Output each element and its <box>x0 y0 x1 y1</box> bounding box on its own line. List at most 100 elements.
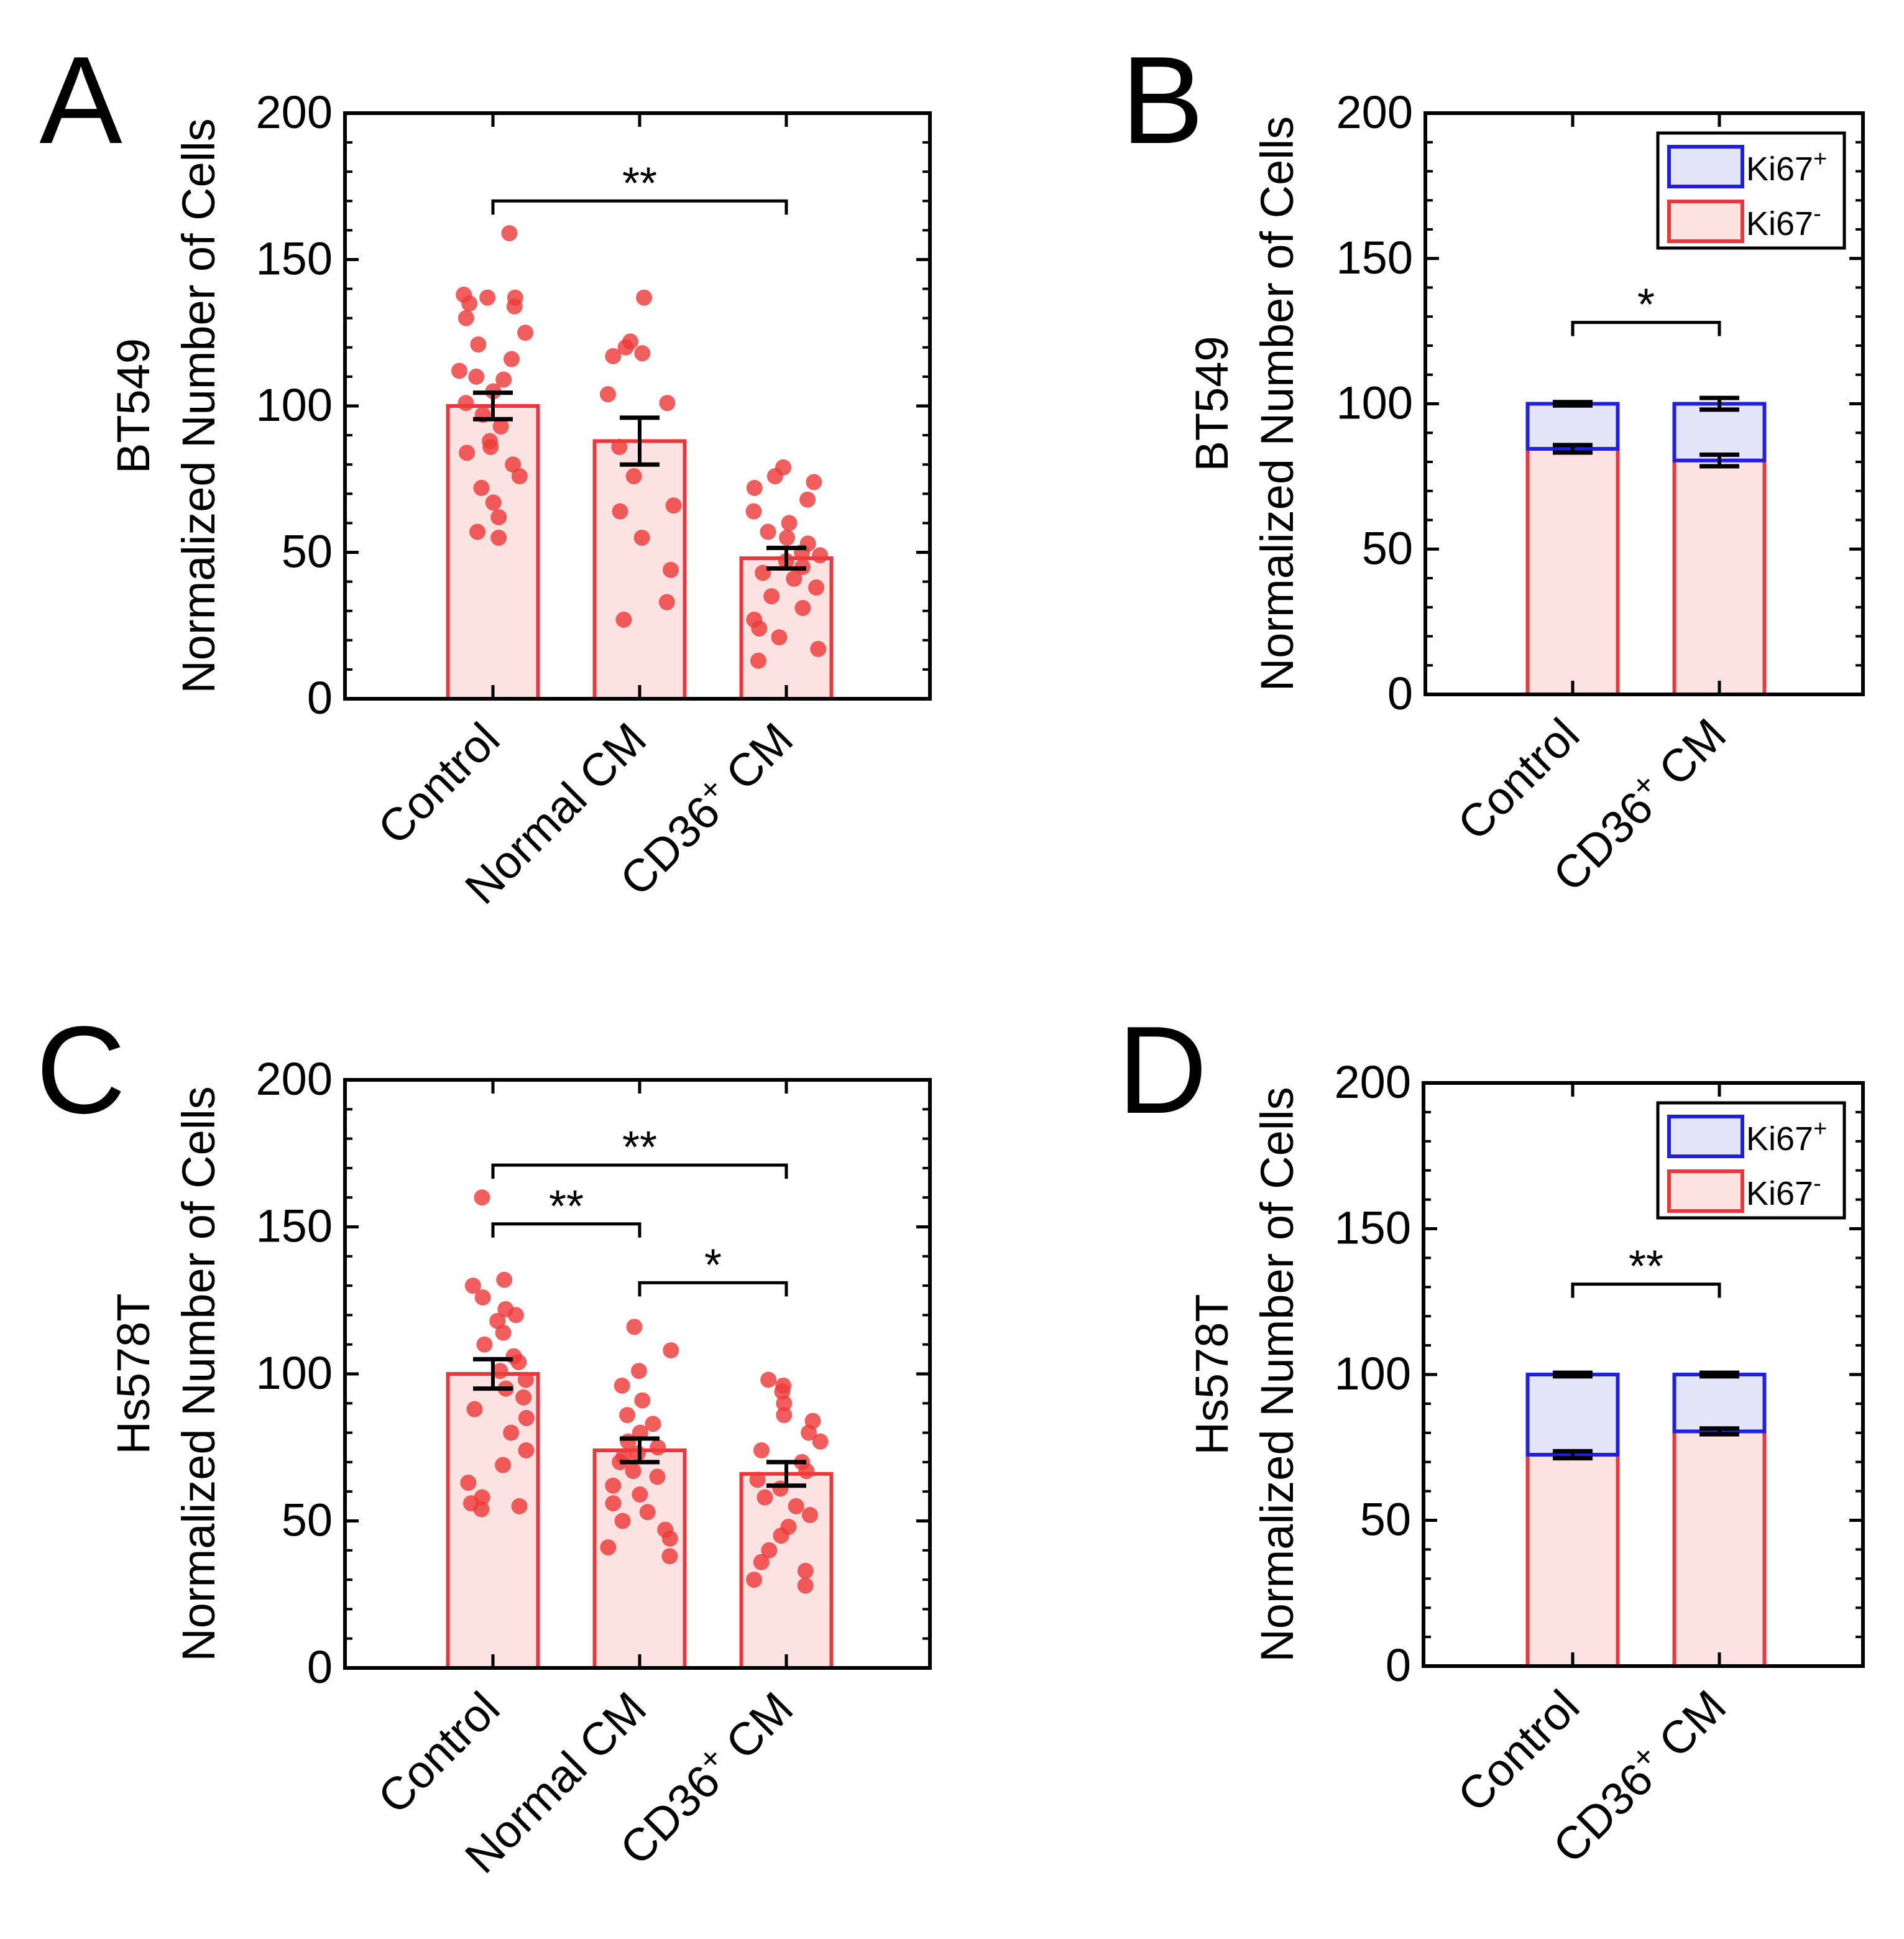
y-tick-label: 0 <box>1387 668 1413 719</box>
bar-ki67-negative <box>1525 446 1620 697</box>
data-point <box>473 479 490 496</box>
data-point <box>605 1495 622 1512</box>
y-tick-label: 150 <box>256 1200 333 1252</box>
data-point <box>518 1442 535 1458</box>
y-tick-label: 200 <box>1335 1056 1411 1108</box>
legend-swatch <box>1667 200 1744 243</box>
panel-letter: D <box>1118 1001 1207 1140</box>
x-tick-label-text: Control <box>368 713 509 854</box>
y-tick-label: 0 <box>307 672 333 724</box>
data-point <box>474 1189 490 1206</box>
panel-letter: A <box>39 31 122 170</box>
data-point <box>614 1377 630 1394</box>
y-tick-label: 200 <box>1336 86 1413 138</box>
data-point <box>806 474 822 491</box>
data-point <box>464 1278 481 1294</box>
bar-ki67-positive <box>1525 1373 1620 1457</box>
y-axis-label-cell-line: BT549 <box>108 338 159 474</box>
data-point <box>650 1439 666 1456</box>
data-point <box>749 1472 766 1488</box>
y-tick-label: 100 <box>256 1347 333 1399</box>
data-point <box>746 1572 763 1588</box>
data-point <box>810 640 827 657</box>
data-point <box>474 1289 491 1306</box>
data-point <box>600 1539 617 1556</box>
bar-ki67-positive <box>1672 1373 1767 1434</box>
x-tick-label: Control <box>1448 709 1589 850</box>
data-point <box>760 523 776 540</box>
panel-letter: B <box>1121 31 1203 170</box>
data-point <box>451 362 467 379</box>
data-point <box>612 503 628 520</box>
y-tick-label: 50 <box>1360 1494 1411 1545</box>
data-point <box>470 336 487 353</box>
data-point <box>760 1371 777 1388</box>
data-point <box>753 1554 770 1570</box>
data-point <box>495 371 512 388</box>
data-point <box>801 1424 817 1441</box>
significance-bracket <box>638 1281 788 1297</box>
data-point <box>794 599 811 616</box>
y-tick-label: 150 <box>1335 1202 1411 1254</box>
data-point <box>663 561 679 578</box>
data-point <box>661 1548 678 1565</box>
data-point <box>490 509 507 525</box>
data-point <box>645 1416 661 1432</box>
data-point <box>812 547 829 564</box>
legend-swatch <box>1667 145 1744 188</box>
data-point <box>771 629 788 646</box>
data-point <box>779 529 796 546</box>
y-tick-label: 100 <box>256 379 333 431</box>
y-tick-label: 50 <box>282 1495 333 1546</box>
x-tick-label-text: Control <box>1448 1680 1589 1822</box>
data-point <box>799 491 816 508</box>
significance-label: ** <box>622 1123 657 1172</box>
data-point <box>625 468 642 485</box>
y-tick-label: 100 <box>1336 377 1413 429</box>
data-point <box>495 1324 512 1341</box>
data-point <box>632 1486 648 1503</box>
data-point <box>801 1507 818 1524</box>
legend-swatch <box>1667 1169 1744 1213</box>
bar-ki67-positive <box>1672 402 1767 463</box>
data-point <box>611 438 628 455</box>
data-point <box>615 611 632 628</box>
y-tick-label: 200 <box>256 1053 333 1105</box>
data-point <box>503 1424 520 1441</box>
data-point <box>665 497 682 514</box>
data-point <box>625 1463 642 1480</box>
significance-bracket <box>491 199 788 215</box>
data-point <box>469 523 486 540</box>
data-point <box>661 1530 678 1547</box>
data-point <box>745 503 762 520</box>
data-point <box>629 1445 646 1462</box>
data-point <box>459 444 476 461</box>
significance-label: ** <box>1629 1242 1663 1292</box>
data-point <box>763 588 780 605</box>
data-point <box>797 1562 814 1579</box>
data-point <box>649 1468 666 1485</box>
data-point <box>626 1319 643 1335</box>
panel-A: A BT549 Normalized Number of Cells ** 0 50 100… <box>39 31 932 914</box>
y-axis-label-cell-line: BT549 <box>1186 336 1238 471</box>
significance-label: * <box>704 1240 722 1290</box>
data-point <box>504 351 520 367</box>
significance-label: ** <box>549 1182 584 1232</box>
data-point <box>479 289 496 306</box>
data-point <box>507 1307 524 1324</box>
data-point <box>461 295 478 312</box>
data-point <box>490 529 507 546</box>
data-point <box>757 1489 773 1506</box>
data-point <box>510 1354 527 1371</box>
y-tick-label: 100 <box>1335 1348 1411 1399</box>
data-point <box>776 1407 793 1424</box>
data-point <box>605 1477 622 1494</box>
x-tick-label-text: Control <box>368 1682 509 1823</box>
y-tick-label: 0 <box>1386 1639 1411 1691</box>
data-point <box>663 1342 679 1359</box>
data-point <box>751 620 768 637</box>
data-point <box>458 310 474 326</box>
data-point <box>473 1501 490 1518</box>
y-tick-label: 50 <box>1362 522 1413 574</box>
